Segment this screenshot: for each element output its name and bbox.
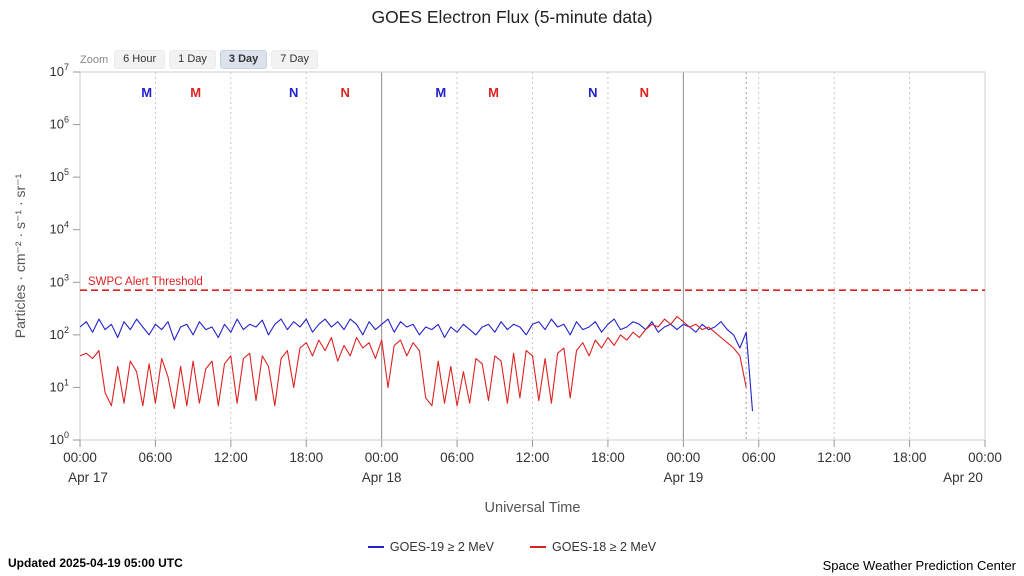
x-date-label: Apr 20 [943, 470, 983, 485]
series-goes-18 [79, 315, 747, 410]
x-tick-label: 18:00 [591, 450, 625, 465]
event-marker-m: M [488, 85, 499, 100]
event-marker-m: M [141, 85, 152, 100]
x-date-label: Apr 18 [362, 470, 402, 485]
event-marker-n: N [341, 85, 350, 100]
zoom-button-7-day[interactable]: 7 Day [271, 50, 319, 69]
legend-swatch [367, 546, 384, 548]
y-tick-label: 107 [50, 62, 69, 79]
source-attribution: Space Weather Prediction Center [822, 558, 1016, 573]
legend-label: GOES-18 ≥ 2 MeV [552, 540, 657, 554]
y-tick-label: 100 [50, 430, 69, 447]
y-tick-label: 105 [50, 167, 69, 184]
legend-item-goes-19[interactable]: GOES-19 ≥ 2 MeV [367, 540, 494, 554]
x-tick-label: 06:00 [139, 450, 173, 465]
alert-threshold-label: SWPC Alert Threshold [88, 276, 203, 288]
zoom-buttons: 6 Hour 1 Day 3 Day 7 Day [114, 50, 319, 69]
event-marker-n: N [289, 85, 298, 100]
x-tick-label: 18:00 [289, 450, 323, 465]
series-goes-19 [79, 318, 754, 412]
y-axis-title: Particles · cm⁻² · s⁻¹ · sr⁻¹ [12, 173, 28, 338]
x-date-label: Apr 19 [663, 470, 703, 485]
chart-title: GOES Electron Flux (5-minute data) [371, 7, 653, 27]
y-tick-label: 106 [50, 115, 69, 132]
x-tick-label: 18:00 [893, 450, 927, 465]
event-marker-m: M [435, 85, 446, 100]
x-axis-title: Universal Time [485, 500, 581, 516]
x-date-label: Apr 17 [68, 470, 108, 485]
legend-swatch [530, 546, 546, 548]
x-tick-label: 00:00 [63, 450, 97, 465]
zoom-button-1-day[interactable]: 1 Day [169, 50, 216, 69]
zoom-label: Zoom [80, 53, 109, 66]
y-tick-label: 102 [50, 325, 69, 342]
event-marker-n: N [588, 85, 597, 100]
event-marker-n: N [640, 85, 649, 100]
updated-timestamp: Updated 2025-04-19 05:00 UTC [8, 556, 183, 570]
legend-label: GOES-19 ≥ 2 MeV [389, 540, 494, 554]
x-tick-label: 00:00 [365, 450, 399, 465]
event-marker-m: M [190, 85, 201, 100]
y-tick-label: 101 [50, 377, 69, 394]
x-tick-label: 12:00 [817, 450, 851, 465]
x-tick-label: 06:00 [440, 450, 474, 465]
zoom-bar: Zoom 6 Hour 1 Day 3 Day 7 Day [80, 50, 319, 69]
zoom-button-6-hour[interactable]: 6 Hour [114, 50, 166, 69]
x-tick-label: 12:00 [516, 450, 550, 465]
y-tick-label: 104 [50, 220, 69, 237]
x-tick-label: 00:00 [968, 450, 1002, 465]
x-tick-label: 12:00 [214, 450, 248, 465]
x-tick-label: 06:00 [742, 450, 776, 465]
legend-item-goes-18[interactable]: GOES-18 ≥ 2 MeV [530, 540, 656, 554]
x-tick-label: 00:00 [666, 450, 700, 465]
y-tick-label: 103 [50, 272, 69, 289]
chart-legend: GOES-19 ≥ 2 MeV GOES-18 ≥ 2 MeV [0, 540, 1024, 554]
zoom-button-3-day[interactable]: 3 Day [219, 50, 268, 69]
